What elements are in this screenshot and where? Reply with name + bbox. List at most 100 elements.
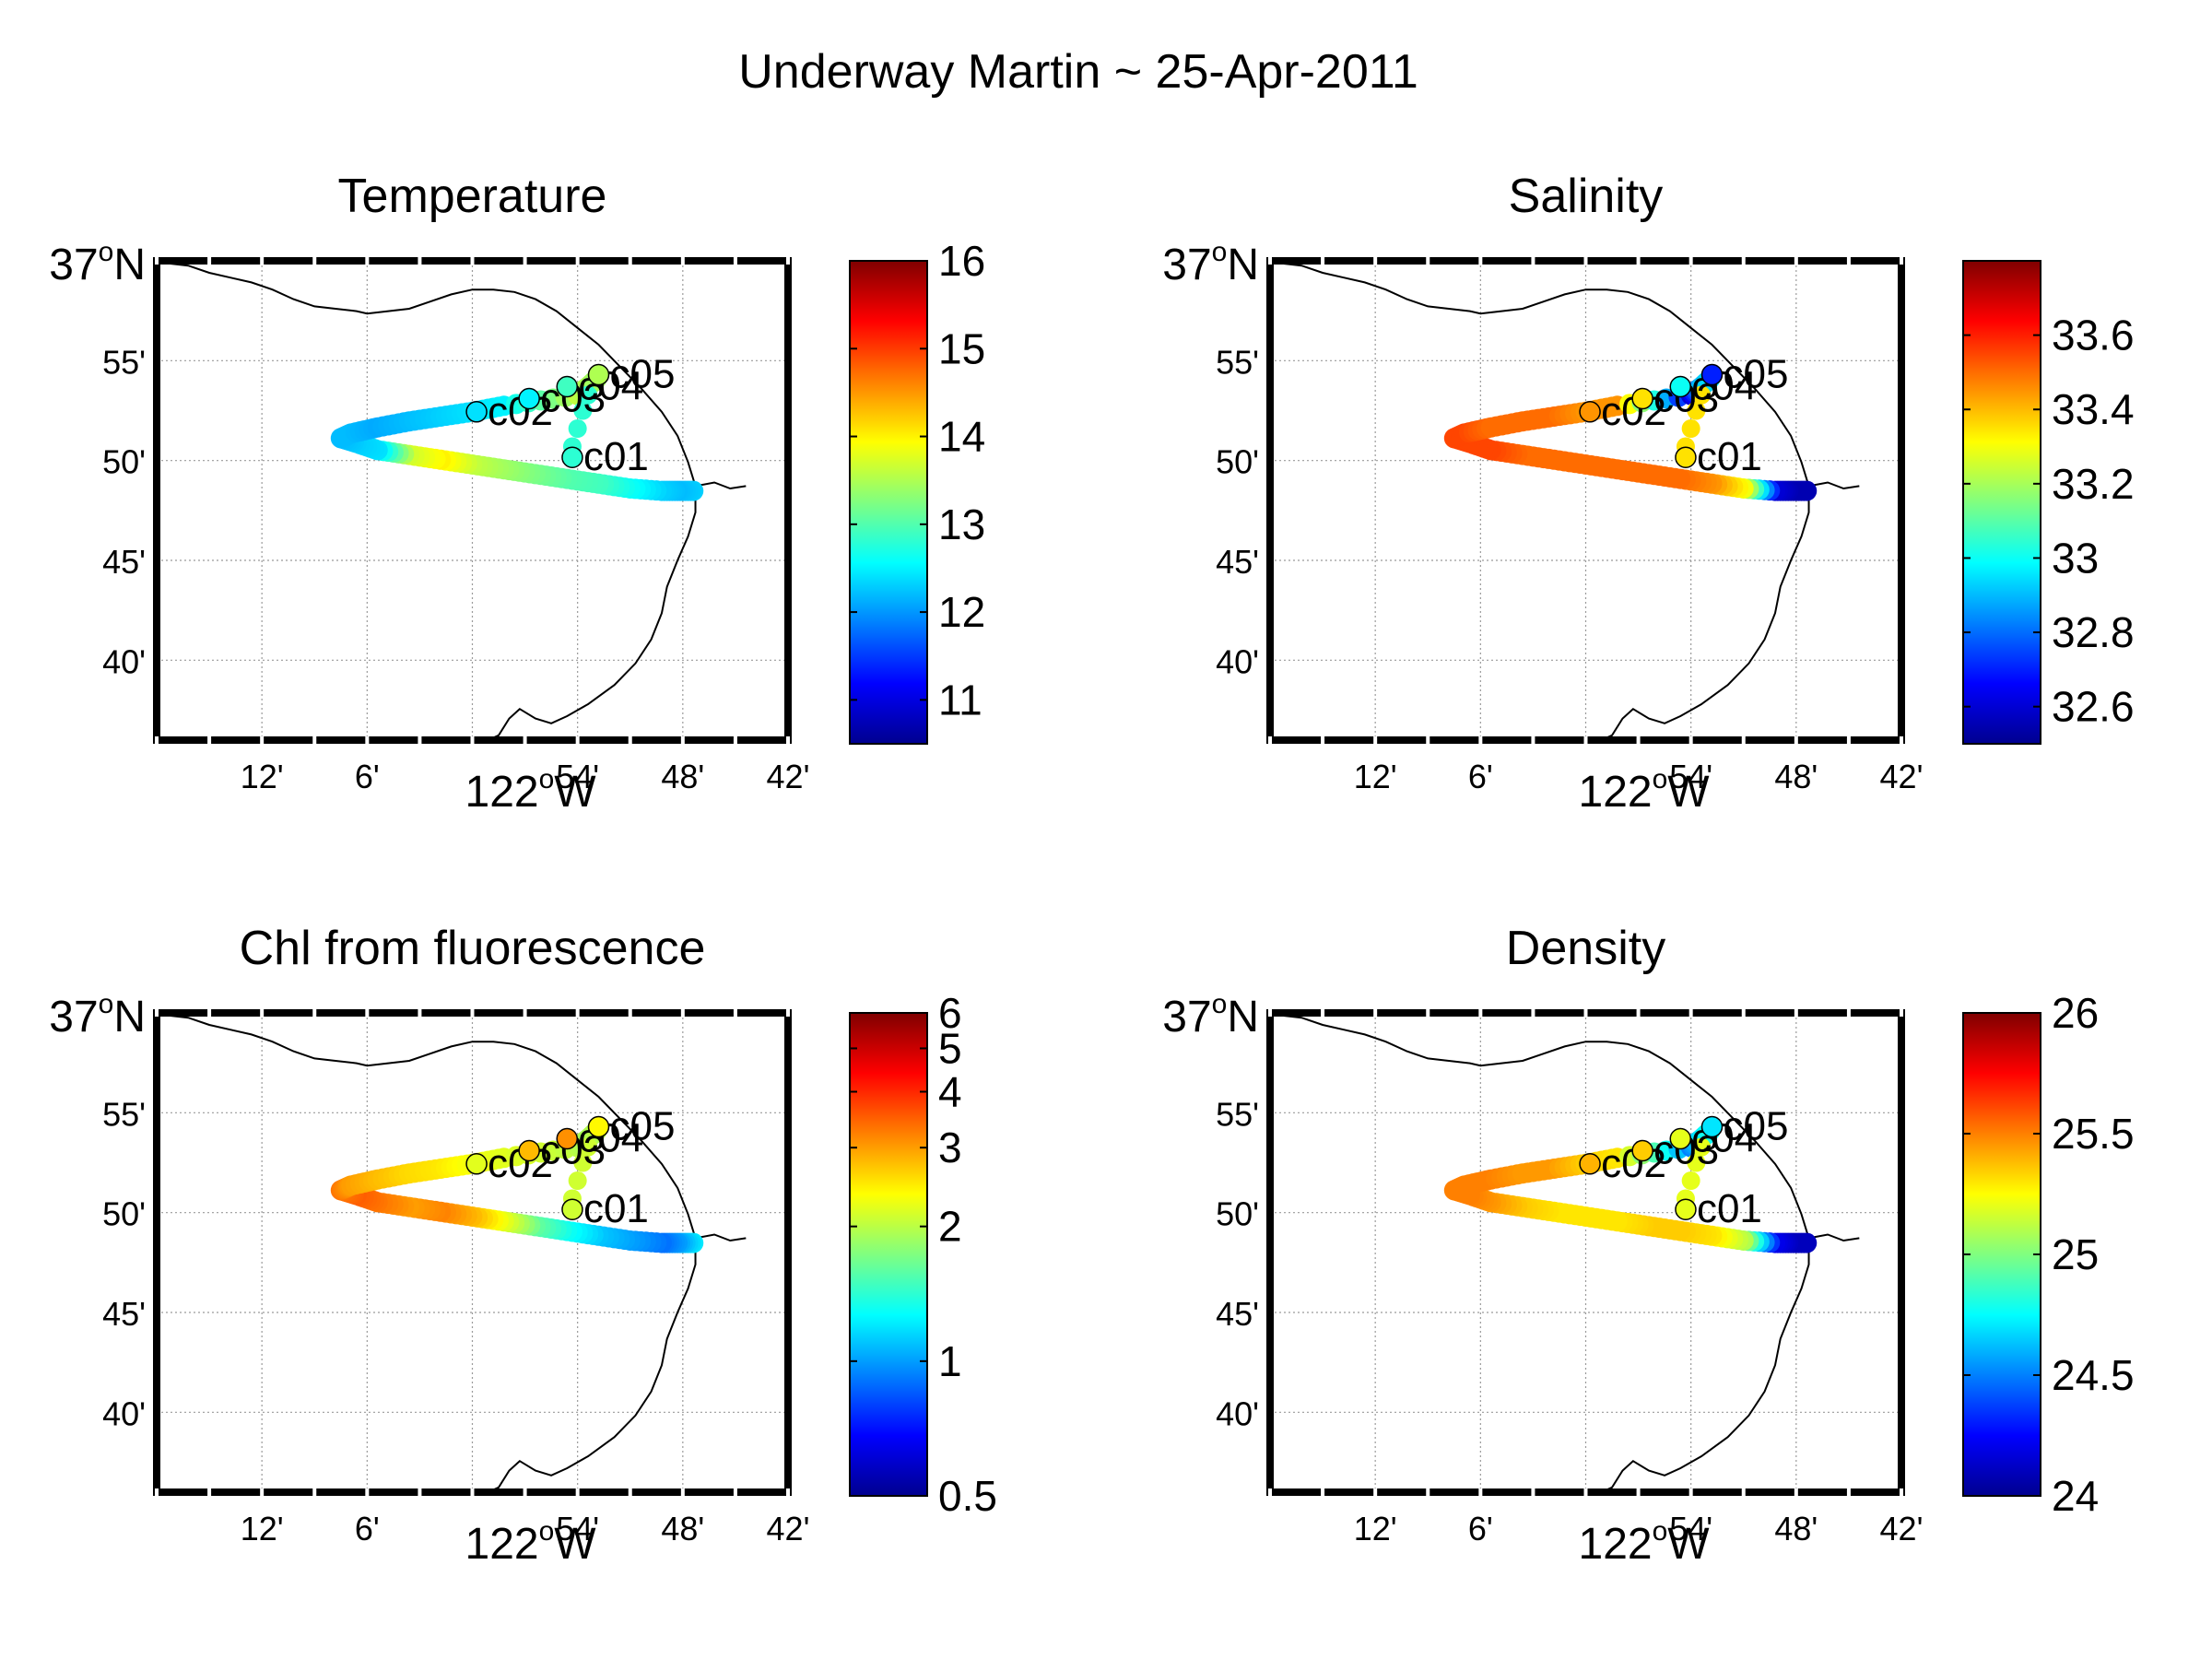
station-marker <box>1632 1141 1653 1161</box>
colorbar-tick-label: 25.5 <box>2052 1110 2135 1158</box>
colorbar <box>850 1013 927 1496</box>
lon-tick-label: 6' <box>1468 1510 1493 1547</box>
lon-tick-label: 6' <box>355 758 380 795</box>
lon-tick-label: 48' <box>661 1510 704 1547</box>
station-marker <box>557 1129 577 1149</box>
lat-tick-label: 50' <box>102 443 146 481</box>
colorbar-tick-label: 33.6 <box>2052 312 2135 359</box>
panel-2: Salinityc01c02c03c04c0555'50'45'40'37oN1… <box>1162 170 2134 817</box>
colorbar <box>850 261 927 744</box>
figure: Underway Martin ~ 25-Apr-2011 Temperatur… <box>0 0 2212 1659</box>
lat-tick-label: 55' <box>1216 1095 1259 1133</box>
lat-tick-label: 55' <box>1216 343 1259 381</box>
lon-tick-label: 12' <box>1354 758 1397 795</box>
colorbar-tick-label: 14 <box>938 413 985 461</box>
colorbar-tick-label: 4 <box>938 1068 962 1116</box>
station-marker <box>1580 1154 1600 1174</box>
station-marker <box>562 1199 582 1219</box>
colorbar-tick-label: 16 <box>938 237 985 285</box>
lat-tick-label: 40' <box>102 642 146 680</box>
lat-tick-label: 45' <box>1216 543 1259 581</box>
station-marker <box>589 365 609 385</box>
colorbar-tick-label: 0.5 <box>938 1472 997 1520</box>
colorbar-tick-label: 32.6 <box>2052 683 2135 731</box>
station-marker <box>557 377 577 397</box>
colorbar <box>1963 261 2041 744</box>
station-marker <box>1670 377 1690 397</box>
station-marker <box>1676 447 1696 467</box>
station-marker <box>562 447 582 467</box>
panel-4: Densityc01c02c03c04c0555'50'45'40'37oN12… <box>1162 922 2134 1569</box>
lon-tick-label: 48' <box>1774 1510 1818 1547</box>
lat-tick-label: 40' <box>1216 642 1259 680</box>
lat-tick-label: 50' <box>102 1195 146 1233</box>
lon-tick-label: 42' <box>767 758 810 795</box>
lon-center-label: 122oW <box>1579 1516 1711 1569</box>
panel-title: Temperature <box>338 170 607 223</box>
station-label: c01 <box>1697 434 1762 479</box>
colorbar-tick-label: 25 <box>2052 1230 2099 1278</box>
station-marker <box>1632 389 1653 409</box>
lat-tick-label: 45' <box>1216 1295 1259 1333</box>
colorbar <box>1963 1013 2041 1496</box>
station-marker <box>1702 1117 1723 1137</box>
lat-top-label: 37oN <box>1162 989 1259 1041</box>
colorbar-tick-label: 33.4 <box>2052 385 2135 433</box>
lat-top-label: 37oN <box>49 237 146 289</box>
colorbar-tick-label: 15 <box>938 324 985 372</box>
lon-tick-label: 12' <box>241 758 284 795</box>
lon-tick-label: 12' <box>1354 1510 1397 1547</box>
lat-top-label: 37oN <box>49 989 146 1041</box>
station-label: c05 <box>1724 1104 1789 1149</box>
lon-tick-label: 48' <box>661 758 704 795</box>
colorbar-tick-label: 13 <box>938 500 985 548</box>
station-label: c01 <box>583 434 649 479</box>
lat-tick-label: 55' <box>102 343 146 381</box>
lon-tick-label: 6' <box>355 1510 380 1547</box>
lat-tick-label: 50' <box>1216 443 1259 481</box>
panel-3: Chl from fluorescencec01c02c03c04c0555'5… <box>49 922 997 1569</box>
colorbar-tick-label: 2 <box>938 1203 962 1251</box>
lon-tick-label: 48' <box>1774 758 1818 795</box>
figure-title: Underway Martin ~ 25-Apr-2011 <box>738 45 1418 99</box>
station-marker <box>466 1154 487 1174</box>
lon-center-label: 122oW <box>1579 764 1711 817</box>
colorbar-tick-label: 24.5 <box>2052 1351 2135 1399</box>
panel-title: Chl from fluorescence <box>240 922 706 975</box>
station-label: c01 <box>583 1186 649 1231</box>
lon-center-label: 122oW <box>465 1516 597 1569</box>
colorbar-tick-label: 24 <box>2052 1472 2099 1520</box>
panel-title: Salinity <box>1509 170 1664 223</box>
lon-tick-label: 42' <box>1880 758 1924 795</box>
lat-tick-label: 50' <box>1216 1195 1259 1233</box>
panel-1: Temperaturec01c02c03c04c0555'50'45'40'37… <box>49 170 985 817</box>
lat-tick-label: 40' <box>1216 1394 1259 1432</box>
colorbar-tick-label: 33 <box>2052 534 2099 582</box>
colorbar-tick-label: 33.2 <box>2052 460 2135 508</box>
lon-center-label: 122oW <box>465 764 597 817</box>
station-marker <box>1702 365 1723 385</box>
panels: Temperaturec01c02c03c04c0555'50'45'40'37… <box>49 170 2134 1569</box>
lon-tick-label: 42' <box>1880 1510 1924 1547</box>
colorbar-tick-label: 12 <box>938 588 985 636</box>
station-marker <box>589 1117 609 1137</box>
station-label: c05 <box>610 1104 676 1149</box>
station-marker <box>466 402 487 422</box>
lon-tick-label: 42' <box>767 1510 810 1547</box>
lon-tick-label: 12' <box>241 1510 284 1547</box>
lat-top-label: 37oN <box>1162 237 1259 289</box>
station-marker <box>1670 1129 1690 1149</box>
lat-tick-label: 40' <box>102 1394 146 1432</box>
lon-tick-label: 6' <box>1468 758 1493 795</box>
station-label: c01 <box>1697 1186 1762 1231</box>
lat-tick-label: 45' <box>102 543 146 581</box>
station-marker <box>1580 402 1600 422</box>
lat-tick-label: 55' <box>102 1095 146 1133</box>
panel-title: Density <box>1506 922 1665 975</box>
station-label: c05 <box>1724 352 1789 397</box>
colorbar-tick-label: 26 <box>2052 989 2099 1037</box>
station-label: c05 <box>610 352 676 397</box>
lat-tick-label: 45' <box>102 1295 146 1333</box>
colorbar-tick-label: 3 <box>938 1124 962 1171</box>
station-marker <box>519 389 539 409</box>
